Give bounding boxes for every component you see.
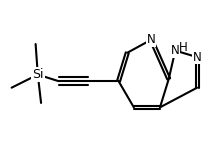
Text: N: N [171, 44, 180, 57]
Text: Si: Si [32, 68, 43, 81]
Text: N: N [147, 33, 156, 46]
Text: N: N [193, 51, 202, 64]
Text: H: H [179, 41, 188, 54]
